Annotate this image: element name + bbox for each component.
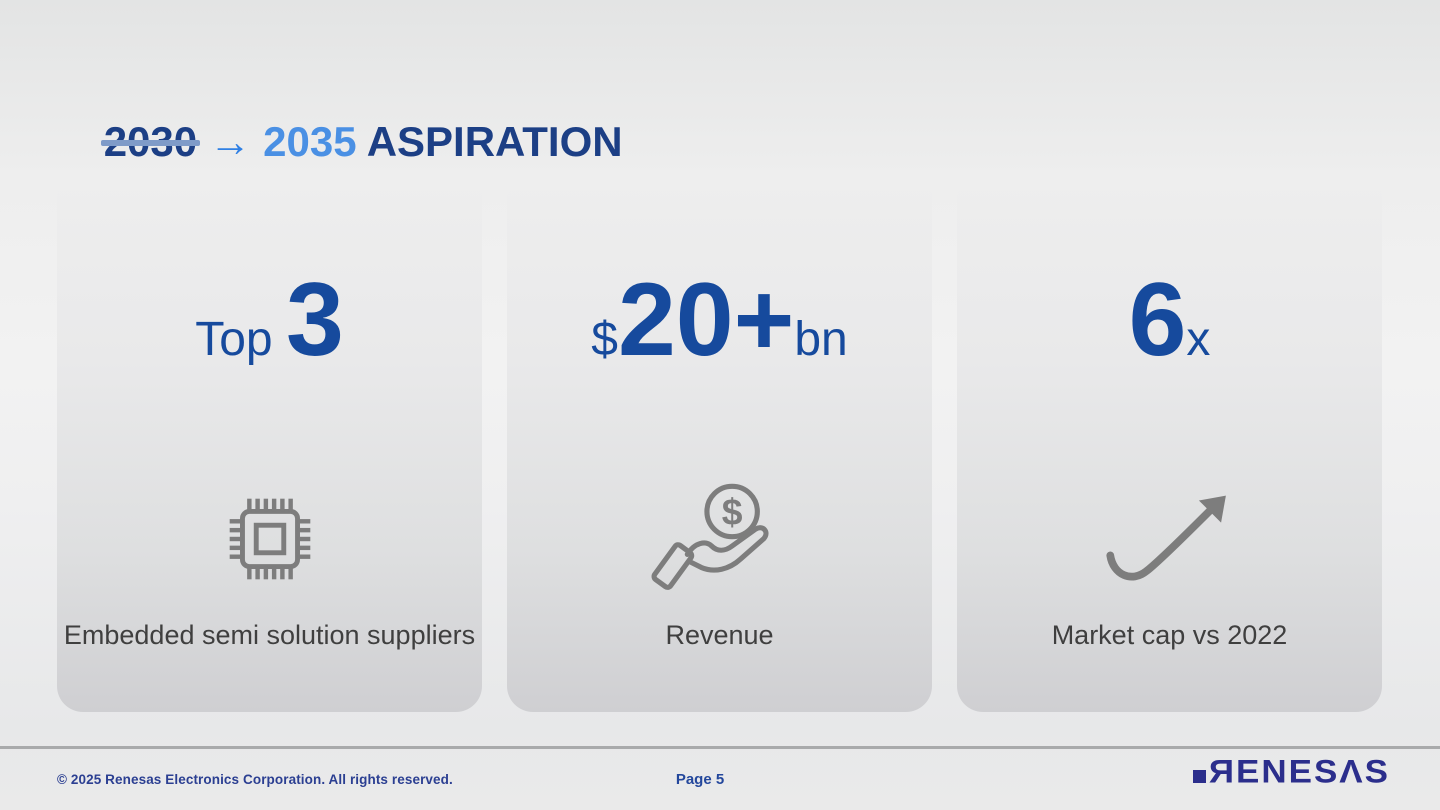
copyright-text: © 2025 Renesas Electronics Corporation. … <box>57 772 453 787</box>
kpi-caption: Revenue <box>665 620 774 650</box>
renesas-logo-square <box>1192 770 1206 783</box>
kpi-caption: Embedded semi solution suppliers <box>63 620 476 650</box>
kpi-prefix: Top <box>195 313 286 366</box>
chip-icon <box>57 476 482 602</box>
renesas-logo-text: ЯENESΛS <box>1208 753 1390 790</box>
right-arrow-icon: → <box>209 118 252 165</box>
growth-arrow-icon <box>957 476 1382 602</box>
card-top3-suppliers: Top 3 Embedded semi solution suppliers <box>57 170 482 712</box>
page-number: Page 5 <box>675 771 725 788</box>
card-revenue: $20+bn $ Revenue <box>507 170 932 712</box>
title-old-year-strikethrough: 2030 <box>100 118 201 165</box>
kpi-value-revenue: $20+bn <box>507 265 932 375</box>
kpi-number: 3 <box>285 262 344 378</box>
kpi-prefix: $ <box>591 313 618 366</box>
kpi-cards: Top 3 Embedded semi solution suppliers $… <box>57 170 1382 712</box>
kpi-value-top3: Top 3 <box>57 265 482 375</box>
title-aspiration: ASPIRATION <box>366 118 623 165</box>
kpi-caption: Market cap vs 2022 <box>1051 620 1288 650</box>
kpi-number: 20+ <box>617 262 795 378</box>
page-title: 2030 → 2035 ASPIRATION <box>57 70 623 214</box>
kpi-number: 6 <box>1128 262 1187 378</box>
kpi-suffix: bn <box>794 313 848 366</box>
kpi-suffix: x <box>1186 313 1211 366</box>
footer-divider <box>0 746 1440 749</box>
kpi-value-marketcap: 6x <box>957 265 1382 375</box>
money-hand-icon: $ <box>507 476 932 602</box>
dollar-sign: $ <box>721 491 742 533</box>
card-market-cap: 6x Market cap vs 2022 <box>957 170 1382 712</box>
renesas-logo: ЯENESΛS <box>1192 753 1390 790</box>
title-new-year: 2035 <box>263 118 357 165</box>
title-label <box>357 118 367 165</box>
